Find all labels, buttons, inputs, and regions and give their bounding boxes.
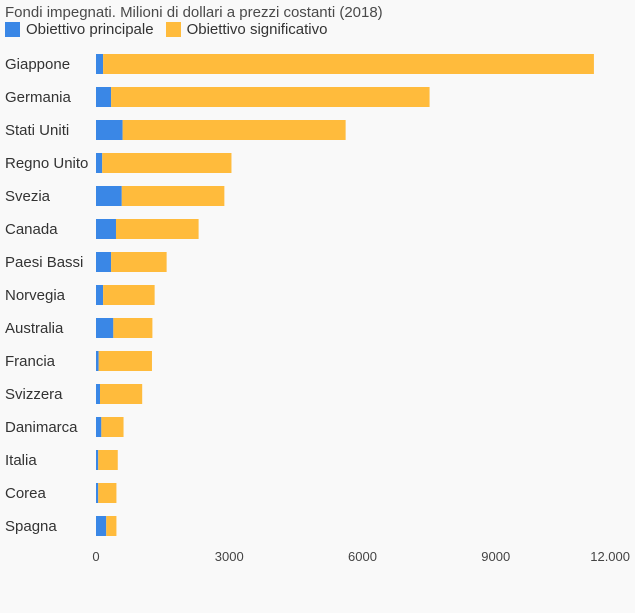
bar-norvegia-significativo — [103, 285, 155, 305]
bar-paesi-bassi-principale — [96, 252, 112, 272]
bar-canada-principale — [96, 219, 116, 239]
bar-danimarca-principale — [96, 417, 102, 437]
bar-svezia-significativo — [121, 186, 225, 206]
bar-giappone-principale — [96, 54, 104, 74]
bar-francia-principale — [96, 351, 99, 371]
bar-paesi-bassi-significativo — [111, 252, 167, 272]
category-label-regno-unito: Regno Unito — [5, 155, 88, 172]
x-tick-label: 3000 — [215, 549, 244, 564]
bar-svezia-principale — [96, 186, 122, 206]
category-label-giappone: Giappone — [5, 56, 70, 73]
category-label-stati-uniti: Stati Uniti — [5, 122, 69, 139]
bar-corea-significativo — [98, 483, 117, 503]
x-tick-label: 0 — [92, 549, 99, 564]
bar-regno-unito-principale — [96, 153, 103, 173]
x-tick-label: 12.000 — [590, 549, 630, 564]
legend-label-principale: Obiettivo principale — [26, 21, 154, 38]
legend-swatch-principale — [5, 22, 20, 37]
bar-canada-significativo — [115, 219, 199, 239]
bar-stati-uniti-significativo — [122, 120, 346, 140]
legend-item-principale: Obiettivo principale — [5, 21, 154, 38]
bar-svizzera-significativo — [99, 384, 143, 404]
category-label-canada: Canada — [5, 221, 58, 238]
bar-giappone-significativo — [103, 54, 594, 74]
bar-regno-unito-significativo — [102, 153, 232, 173]
chart-legend: Obiettivo principale Obiettivo significa… — [5, 21, 339, 38]
bar-australia-principale — [96, 318, 114, 338]
category-label-australia: Australia — [5, 320, 64, 337]
category-label-italia: Italia — [5, 452, 37, 469]
category-label-svizzera: Svizzera — [5, 386, 63, 403]
legend-label-significativo: Obiettivo significativo — [186, 21, 328, 38]
chart-title: Fondi impegnati. Milioni di dollari a pr… — [5, 4, 383, 21]
bar-australia-significativo — [113, 318, 153, 338]
bar-norvegia-principale — [96, 285, 104, 305]
category-label-paesi-bassi: Paesi Bassi — [5, 254, 83, 271]
bar-italia-principale — [96, 450, 99, 470]
x-tick-label: 9000 — [481, 549, 510, 564]
category-label-danimarca: Danimarca — [5, 419, 78, 436]
category-label-svezia: Svezia — [5, 188, 51, 205]
category-label-norvegia: Norvegia — [5, 287, 66, 304]
category-label-spagna: Spagna — [5, 518, 57, 535]
legend-item-significativo: Obiettivo significativo — [165, 21, 328, 38]
bar-svizzera-principale — [96, 384, 100, 404]
x-tick-label: 6000 — [348, 549, 377, 564]
bar-francia-significativo — [98, 351, 152, 371]
bar-germania-significativo — [111, 87, 430, 107]
category-label-corea: Corea — [5, 485, 47, 502]
category-label-germania: Germania — [5, 89, 72, 106]
category-label-francia: Francia — [5, 353, 56, 370]
bar-italia-significativo — [98, 450, 118, 470]
bar-spagna-significativo — [106, 516, 117, 536]
bar-corea-principale — [96, 483, 99, 503]
bar-germania-principale — [96, 87, 112, 107]
bar-stati-uniti-principale — [96, 120, 123, 140]
bar-spagna-principale — [96, 516, 107, 536]
bar-danimarca-significativo — [101, 417, 124, 437]
legend-swatch-significativo — [165, 22, 181, 37]
